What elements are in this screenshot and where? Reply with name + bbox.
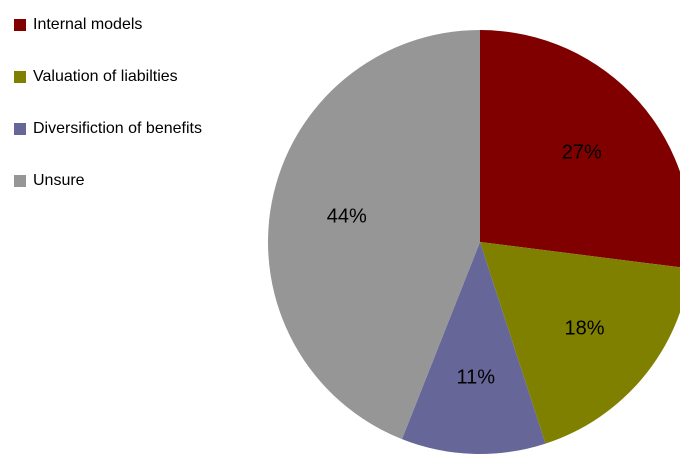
data-label-internal-models: 27% — [562, 141, 602, 163]
pie-slice-internal-models — [480, 30, 680, 268]
legend-swatch — [14, 19, 26, 31]
data-label-unsure: 44% — [327, 206, 367, 228]
legend-swatch — [14, 123, 26, 135]
data-label-diversification-of-benefits: 11% — [456, 367, 495, 389]
data-label-valuation-of-liabilities: 18% — [565, 317, 605, 339]
legend-swatch — [14, 71, 26, 83]
pie-data-labels: 27% 18% 11% 44% — [327, 141, 605, 388]
legend-item-internal-models: Internal models — [14, 16, 202, 34]
legend-label: Valuation of liabilties — [33, 68, 178, 85]
legend-swatch — [14, 175, 26, 187]
legend-item-valuation-of-liabilities: Valuation of liabilties — [14, 68, 202, 86]
pie-slice-diversification-of-benefits — [401, 242, 546, 454]
legend-label: Unsure — [33, 172, 85, 189]
legend-label: Diversifiction of benefits — [33, 120, 202, 137]
legend-label: Internal models — [33, 16, 143, 33]
pie-slice-valuation-of-liabilities — [480, 242, 680, 444]
chart-legend: Internal models Valuation of liabilties … — [14, 16, 202, 224]
legend-item-unsure: Unsure — [14, 172, 202, 190]
pie-slice-unsure — [267, 30, 480, 440]
legend-item-diversification-of-benefits: Diversifiction of benefits — [14, 120, 202, 138]
pie-slices — [267, 30, 680, 454]
